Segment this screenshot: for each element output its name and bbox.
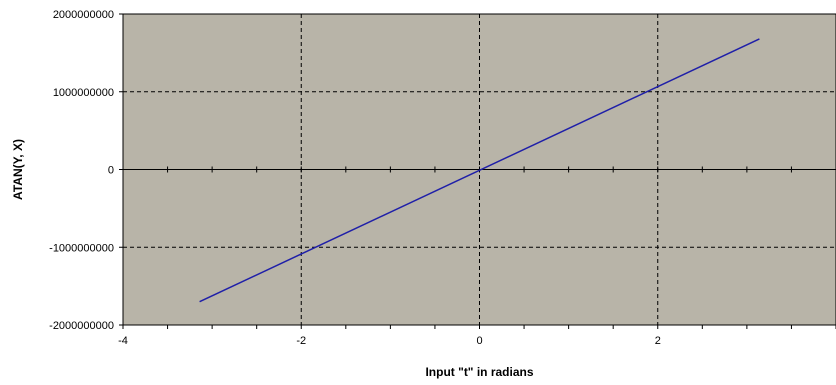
y-tick-label: 1000000000 [53,87,114,99]
y-tick-label: -2000000000 [49,320,114,332]
y-tick-labels: -2000000000 -1000000000 0 1000000000 2000000… [49,9,114,332]
x-tick-label: 0 [476,335,482,347]
x-axis-title: Input "t" in radians [425,365,533,379]
x-tick-label: -2 [296,335,306,347]
x-tick-label: -4 [118,335,128,347]
x-tick-label: 2 [655,335,661,347]
y-tick-label: 2000000000 [53,9,114,21]
series-line [199,38,760,303]
x-tick-labels: -4 -2 0 2 [118,335,661,347]
y-tick-label: -1000000000 [49,242,114,254]
y-tick-label: 0 [108,165,114,177]
y-axis-title: ATAN(Y, X) [11,139,25,200]
